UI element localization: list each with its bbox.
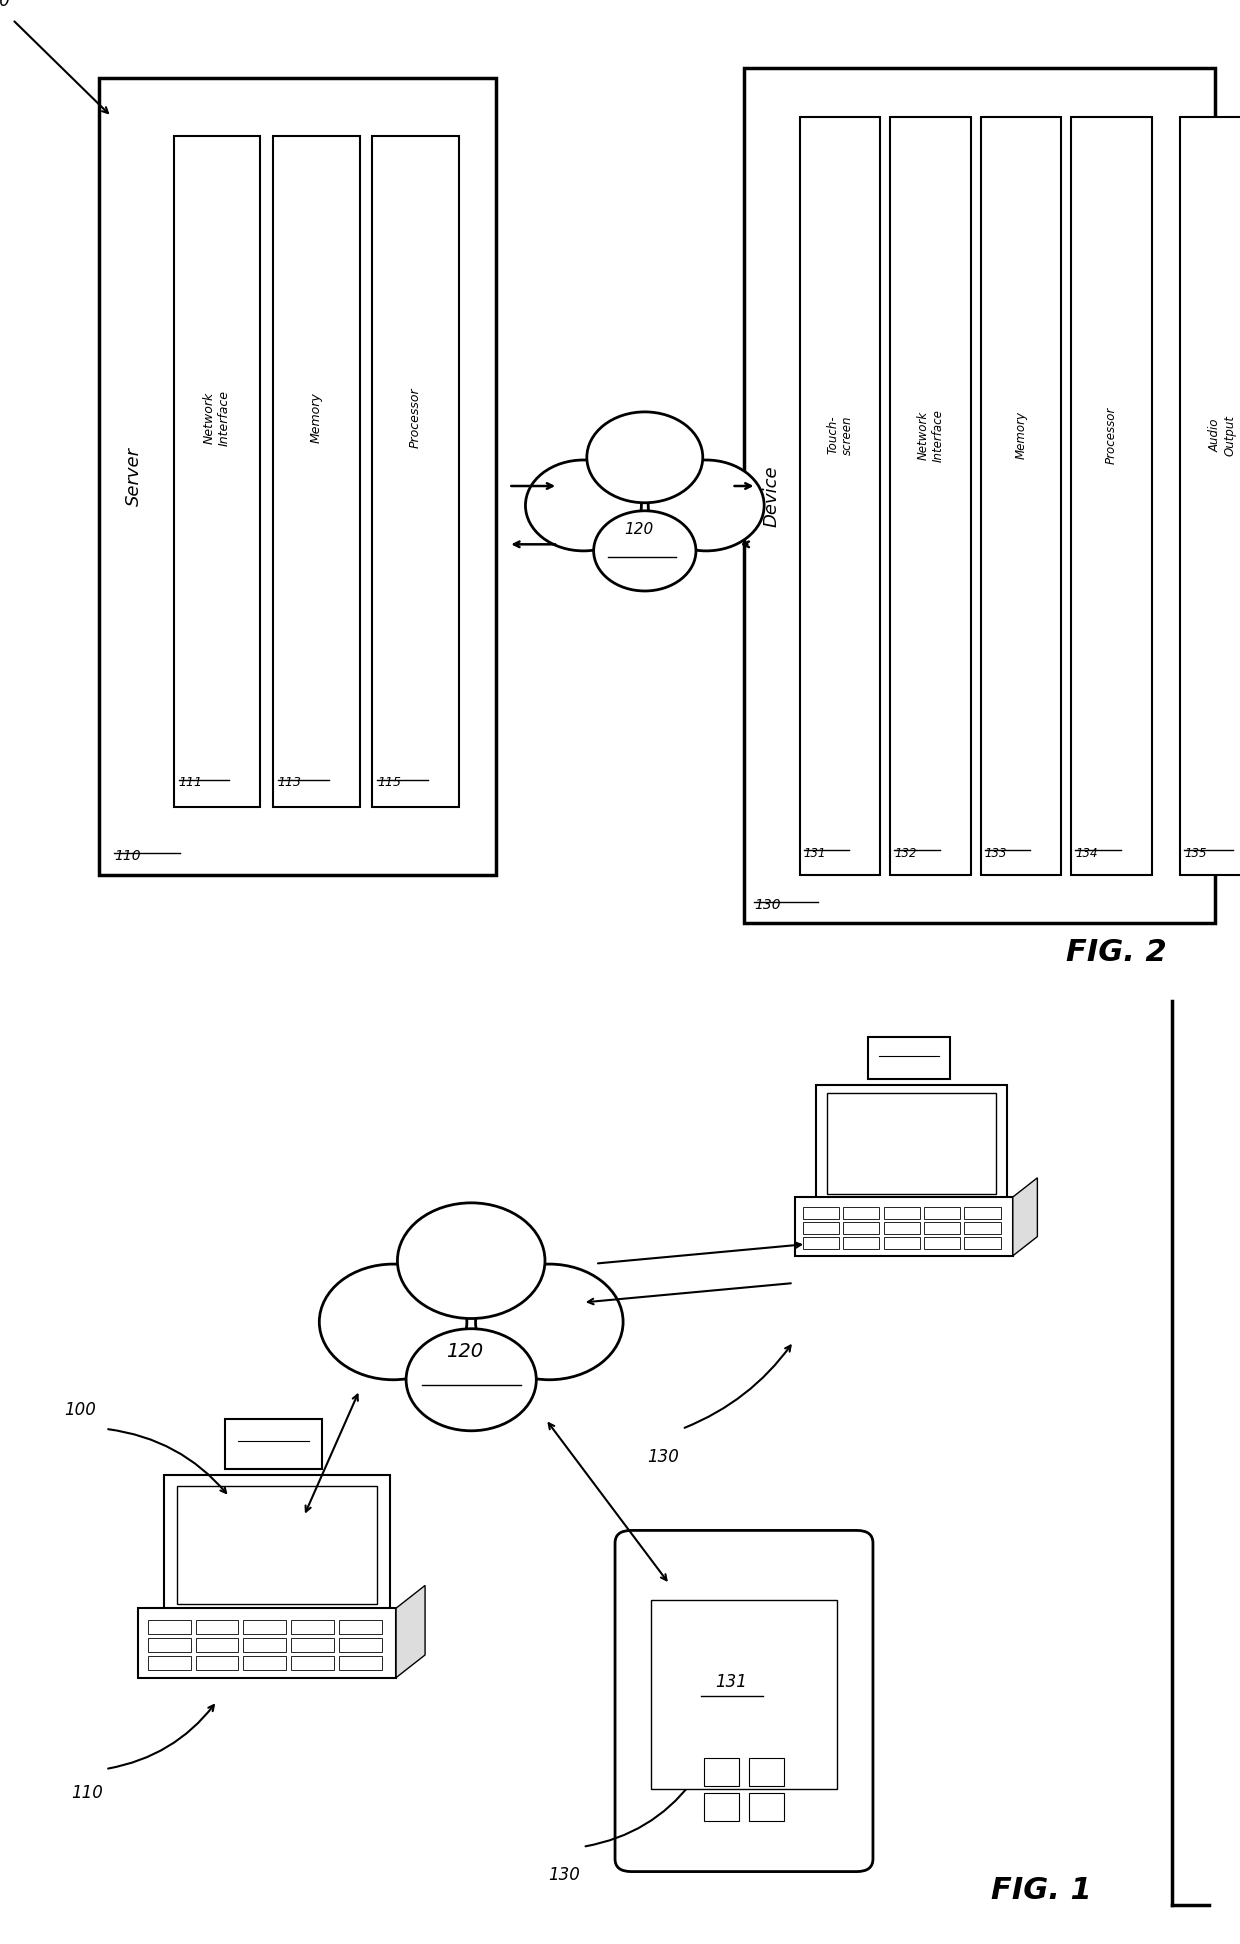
Circle shape [476,1264,624,1380]
Bar [339,1619,382,1633]
Bar [339,1656,382,1670]
Text: 111: 111 [179,776,202,789]
Bar [273,136,360,807]
Bar [827,1093,997,1194]
Bar [651,1600,837,1788]
Bar [924,1236,960,1250]
Bar [243,1637,286,1652]
Bar [965,1223,1001,1234]
Text: 130: 130 [754,898,780,912]
Bar [164,1475,389,1614]
Circle shape [319,1264,466,1380]
Bar [174,136,260,807]
Text: 133: 133 [985,848,1007,859]
Bar [243,1656,286,1670]
Bar [890,117,971,875]
Polygon shape [396,1586,425,1678]
Bar [843,1236,879,1250]
Text: 100: 100 [0,0,10,10]
Text: 131: 131 [804,848,826,859]
Circle shape [594,511,696,591]
Bar [795,1198,1013,1256]
Text: Processor: Processor [1105,406,1118,465]
Text: 120: 120 [446,1341,484,1361]
Bar [924,1223,960,1234]
Bar [704,1757,739,1787]
Bar [704,1792,739,1822]
Bar [1071,117,1152,875]
Text: Memory: Memory [1014,410,1028,459]
Bar [243,1619,286,1633]
Bar [884,1223,920,1234]
Bar [1180,117,1240,875]
Circle shape [376,1248,567,1396]
Text: 110: 110 [114,850,140,863]
Text: FIG. 1: FIG. 1 [991,1876,1092,1905]
Bar [749,1757,784,1787]
Text: Processor: Processor [409,387,422,447]
Bar [981,117,1061,875]
Text: 100: 100 [64,1402,97,1419]
Bar [816,1085,1007,1201]
Bar [802,1207,839,1219]
Bar [339,1637,382,1652]
Bar [177,1485,377,1604]
Text: 134: 134 [1075,848,1097,859]
FancyBboxPatch shape [615,1530,873,1872]
Circle shape [405,1330,536,1431]
Bar [800,117,880,875]
Text: 130: 130 [647,1448,680,1466]
Text: Device: Device [763,465,780,527]
Text: 132: 132 [894,848,916,859]
Bar [196,1656,238,1670]
Text: 113: 113 [278,776,301,789]
Bar [749,1792,784,1822]
Text: 110: 110 [71,1785,103,1802]
Bar [924,1207,960,1219]
Circle shape [570,447,719,564]
Bar [802,1223,839,1234]
Text: 135: 135 [1184,848,1207,859]
Bar [148,1637,191,1652]
Bar [843,1207,879,1219]
Bar [372,136,459,807]
Bar [744,68,1215,923]
Text: Touch-
screen: Touch- screen [826,416,854,455]
Bar [802,1236,839,1250]
Bar [843,1223,879,1234]
Text: Network
Interface: Network Interface [203,389,231,445]
Text: Audio
Output: Audio Output [1209,414,1236,455]
Text: 131: 131 [715,1672,748,1691]
Text: Network
Interface: Network Interface [916,408,945,461]
Bar [196,1637,238,1652]
Circle shape [397,1203,546,1318]
Text: Server: Server [125,447,143,505]
Bar [965,1236,1001,1250]
Bar [99,78,496,875]
Bar [291,1637,334,1652]
Bar [226,1419,322,1470]
Bar [138,1608,396,1678]
Polygon shape [1013,1178,1038,1256]
Bar [148,1656,191,1670]
Text: 115: 115 [377,776,401,789]
Text: 130: 130 [548,1866,580,1884]
Bar [884,1207,920,1219]
Circle shape [587,412,703,503]
Text: 120: 120 [624,523,653,537]
Bar [965,1207,1001,1219]
Bar [148,1619,191,1633]
Bar [196,1619,238,1633]
Bar [884,1236,920,1250]
Bar [868,1036,950,1079]
Text: FIG. 2: FIG. 2 [1065,939,1167,966]
Text: Memory: Memory [310,393,322,443]
Circle shape [649,461,764,550]
Circle shape [526,461,641,550]
Bar [291,1656,334,1670]
Bar [291,1619,334,1633]
